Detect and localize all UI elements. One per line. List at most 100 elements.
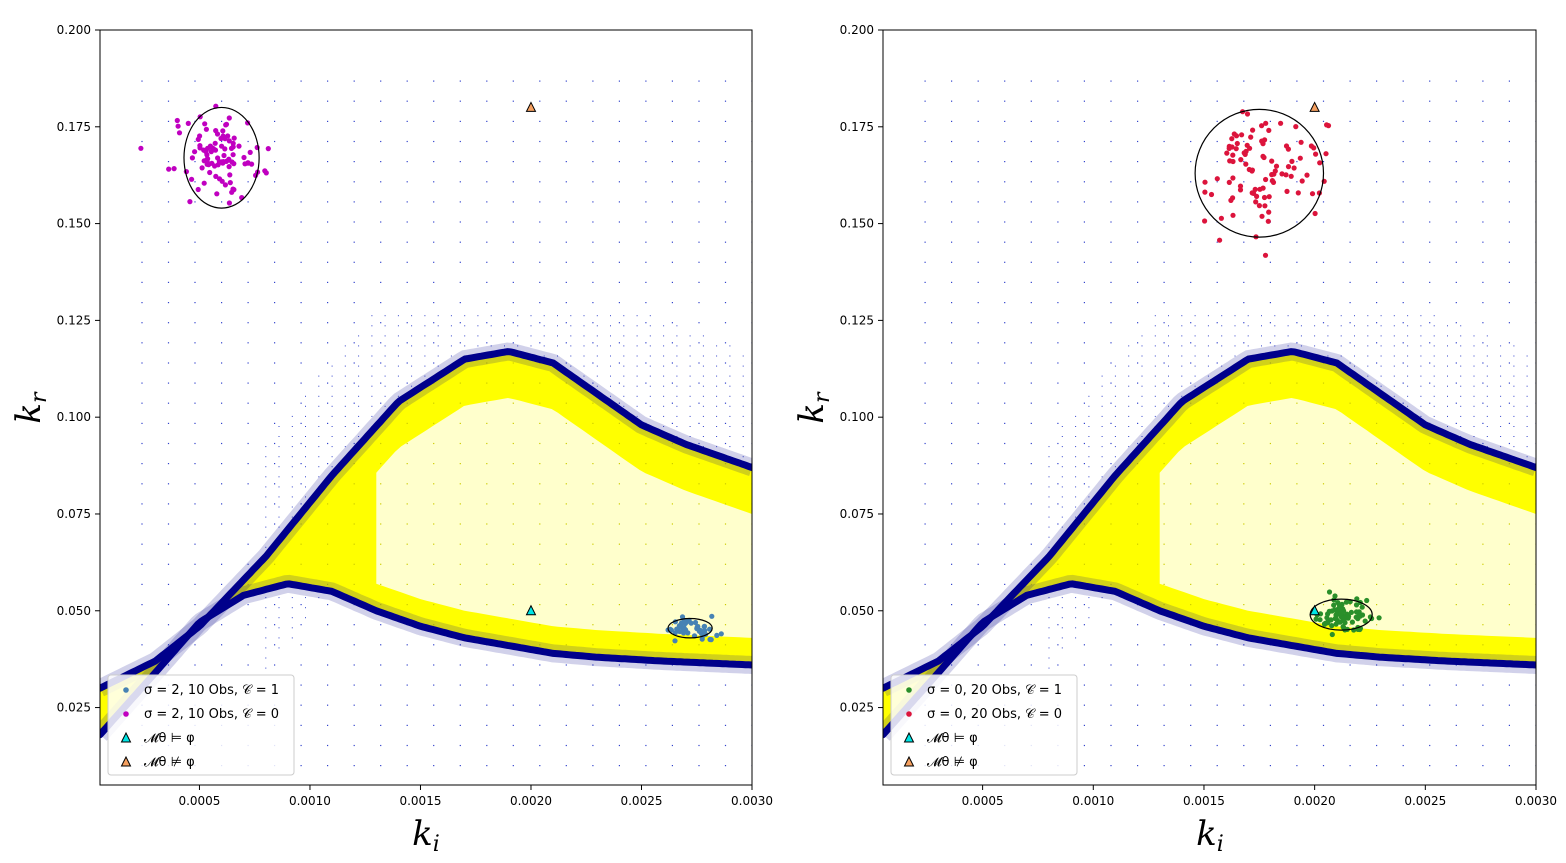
- grid-sample: [459, 483, 461, 485]
- grid-sample: [951, 644, 953, 646]
- grid-sample: [565, 382, 567, 384]
- grid-sample: [742, 426, 744, 427]
- grid-sample: [1393, 335, 1395, 337]
- grid-sample: [464, 335, 466, 337]
- grid-sample: [167, 241, 170, 243]
- grid-sample: [1004, 543, 1006, 545]
- grid-sample: [353, 140, 355, 143]
- grid-sample: [459, 161, 461, 163]
- grid-sample: [327, 503, 329, 505]
- grid-sample: [1137, 201, 1139, 203]
- grid-sample: [1190, 140, 1192, 143]
- y-tick-label: 0.150: [57, 217, 91, 231]
- grid-sample: [724, 201, 727, 203]
- observation-point: [138, 145, 144, 151]
- grid-sample: [645, 80, 647, 82]
- grid-sample: [539, 644, 541, 646]
- grid-sample: [433, 80, 435, 82]
- grid-sample: [1274, 345, 1276, 347]
- observation-point: [707, 626, 713, 632]
- grid-sample: [1376, 583, 1378, 585]
- grid-sample: [1322, 523, 1325, 525]
- grid-sample: [1269, 664, 1271, 666]
- grid-sample: [1216, 684, 1218, 686]
- grid-sample: [698, 261, 700, 263]
- grid-sample: [1269, 402, 1271, 404]
- grid-sample: [1376, 161, 1378, 163]
- grid-sample: [300, 100, 302, 102]
- grid-sample: [1407, 325, 1409, 327]
- left-legend: σ = 2, 10 Obs, 𝒞 = 1σ = 2, 10 Obs, 𝒞 = 0…: [107, 674, 295, 776]
- grid-sample: [1402, 543, 1404, 545]
- observation-point: [225, 133, 231, 139]
- grid-sample: [543, 325, 545, 327]
- grid-sample: [512, 463, 514, 465]
- grid-sample: [1154, 385, 1156, 387]
- observation-point: [222, 146, 228, 152]
- grid-sample: [1243, 664, 1245, 666]
- grid-sample: [221, 221, 223, 223]
- grid-sample: [951, 80, 953, 82]
- grid-sample: [194, 483, 196, 485]
- grid-sample: [1216, 241, 1218, 243]
- grid-sample: [1030, 120, 1032, 122]
- grid-sample: [274, 382, 276, 384]
- grid-sample: [1137, 664, 1139, 666]
- grid-sample: [1163, 724, 1165, 726]
- observation-point: [1311, 145, 1317, 151]
- grid-sample: [698, 422, 700, 424]
- grid-sample: [1190, 322, 1192, 324]
- grid-sample: [358, 335, 360, 337]
- grid-sample: [1088, 426, 1090, 427]
- observation-point: [1304, 172, 1310, 178]
- grid-sample: [1455, 604, 1457, 606]
- grid-sample: [530, 325, 532, 327]
- grid-sample: [1322, 261, 1325, 263]
- grid-sample: [742, 385, 744, 387]
- grid-sample: [221, 201, 223, 203]
- grid-sample: [689, 415, 691, 417]
- observation-point: [709, 613, 715, 619]
- observation-point: [230, 140, 236, 146]
- grid-sample: [1075, 415, 1077, 417]
- grid-sample: [141, 422, 143, 424]
- grid-sample: [636, 335, 638, 337]
- x-tick-label: 0.0020: [1294, 794, 1336, 808]
- grid-sample: [141, 644, 143, 646]
- grid-sample: [406, 604, 408, 606]
- grid-sample: [1128, 436, 1130, 437]
- grid-sample: [1004, 382, 1006, 384]
- grid-sample: [305, 476, 306, 478]
- grid-sample: [380, 281, 382, 283]
- observation-point: [216, 159, 222, 165]
- grid-sample: [327, 442, 329, 445]
- grid-sample: [512, 322, 514, 324]
- grid-sample: [1137, 322, 1139, 324]
- grid-sample: [592, 503, 594, 505]
- observation-point: [1214, 176, 1220, 182]
- grid-sample: [645, 382, 647, 384]
- grid-sample: [331, 395, 333, 397]
- grid-sample: [433, 140, 435, 143]
- grid-sample: [1349, 100, 1351, 102]
- left-ticks: 0.0005 0.0010 0.0015 0.0020 0.0025 0.00300.02…: [57, 23, 773, 808]
- grid-sample: [951, 402, 953, 404]
- left-series-0-points: [665, 613, 724, 644]
- grid-sample: [1473, 355, 1475, 357]
- grid-sample: [1083, 704, 1085, 706]
- grid-sample: [951, 221, 953, 223]
- grid-sample: [1340, 345, 1342, 347]
- grid-sample: [433, 201, 435, 203]
- grid-sample: [1114, 456, 1116, 458]
- grid-sample: [1194, 365, 1196, 367]
- grid-sample: [300, 120, 302, 122]
- grid-sample: [512, 281, 514, 283]
- grid-sample: [1163, 503, 1165, 505]
- grid-sample: [1048, 607, 1050, 609]
- grid-sample: [1322, 664, 1325, 666]
- observation-point: [683, 627, 689, 633]
- grid-sample: [1500, 385, 1502, 387]
- grid-sample: [167, 463, 170, 465]
- grid-sample: [1163, 483, 1165, 485]
- grid-sample: [698, 342, 700, 344]
